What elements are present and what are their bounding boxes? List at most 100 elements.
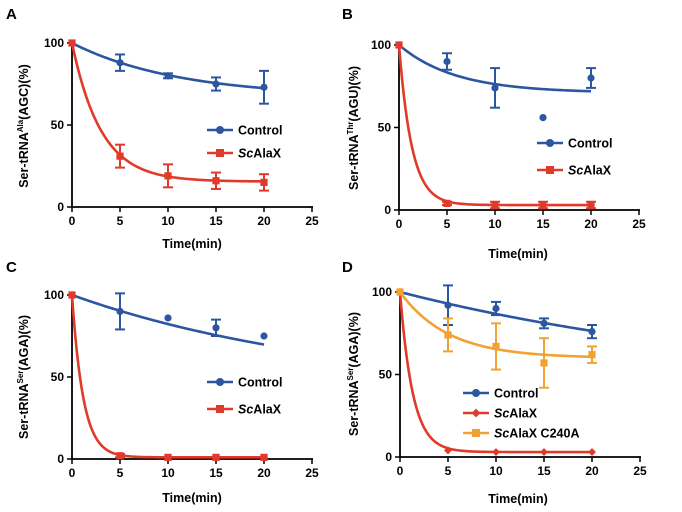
legend-marker [216, 126, 224, 134]
legend-entry-b: Control [537, 137, 612, 151]
data-point [491, 201, 499, 209]
data-point [395, 41, 403, 49]
y-tick-label-b: 0 [384, 203, 391, 217]
x-tick-label-b: 0 [396, 217, 403, 231]
x-axis-title-d: Time(min) [488, 492, 548, 506]
panel-d: D Ser-tRNASer(AGA)(%) Time(min) [342, 259, 548, 506]
series-b-scalax [395, 41, 596, 210]
x-tick-label-d: 25 [633, 464, 647, 478]
panel-letter-c: C [6, 259, 17, 276]
x-tick-label-a: 20 [257, 214, 271, 228]
x-tick-label-a: 0 [69, 214, 76, 228]
data-point [588, 448, 596, 457]
data-point [588, 328, 596, 336]
x-tick-label-d: 0 [397, 464, 404, 478]
x-tick-label-c: 25 [305, 466, 319, 480]
y-axis-title-b: Ser-tRNAThr(AGU)(%) [346, 66, 361, 190]
panel-letter-b: B [342, 6, 353, 23]
panel-a: A Ser-tRNAAla(AGC)(%) Time(min) [6, 6, 222, 251]
y-tick-label-a: 0 [57, 200, 64, 214]
panel-b: B Ser-tRNAThr(AGU)(%) Time(min) [342, 6, 548, 261]
data-point [116, 59, 124, 67]
y-axis-title-a: Ser-tRNAAla(AGC)(%) [16, 64, 31, 188]
fit-curve [71, 41, 265, 90]
data-point [212, 453, 220, 461]
x-tick-label-d: 10 [489, 464, 503, 478]
data-point [396, 288, 404, 296]
x-tick-label-d: 15 [537, 464, 551, 478]
data-point [444, 301, 452, 309]
x-axis-title-c: Time(min) [162, 491, 222, 505]
series-d-control [396, 284, 597, 340]
legend-entry-a: ScAlaX [207, 147, 282, 161]
y-axis-title-d: Ser-tRNASer(AGA)(%) [346, 312, 361, 436]
data-point [68, 291, 76, 299]
x-tick-label-d: 5 [445, 464, 452, 478]
y-tick-label-c: 0 [57, 452, 64, 466]
data-point [164, 453, 172, 461]
x-axis-title-b: Time(min) [488, 247, 548, 261]
legend-label: Control [238, 376, 282, 390]
data-point [260, 83, 268, 91]
legend-entry-a: Control [207, 124, 282, 138]
legend-entry-d: Control [463, 387, 538, 401]
x-tick-label-c: 15 [209, 466, 223, 480]
y-tick-label-c: 50 [51, 370, 65, 384]
x-tick-label-d: 20 [585, 464, 599, 478]
legend-label: ScAlaX [568, 164, 612, 178]
legend-marker [472, 429, 480, 437]
x-axis-title-a: Time(min) [162, 237, 222, 251]
data-point [212, 324, 220, 332]
x-tick-label-c: 0 [69, 466, 76, 480]
data-point [540, 448, 548, 457]
series-c-scalax [68, 291, 268, 461]
data-point [164, 314, 172, 322]
data-point [587, 74, 595, 82]
legend-marker [216, 149, 224, 157]
x-tick-label-b: 10 [488, 217, 502, 231]
legend-marker [471, 408, 481, 418]
y-tick-label-d: 50 [379, 368, 393, 382]
data-point [260, 178, 268, 186]
legend-marker [472, 389, 480, 397]
y-tick-label-a: 50 [51, 118, 65, 132]
panel-letter-d: D [342, 259, 353, 276]
series-a-scalax [68, 39, 269, 192]
legend-entry-c: Control [207, 376, 282, 390]
legend-marker [546, 166, 554, 174]
series-c-control [68, 291, 268, 346]
panel-c: C Ser-tRNASer(AGA)(%) Time(min) [6, 259, 222, 505]
legend-marker [546, 139, 554, 147]
legend-marker [216, 378, 224, 386]
x-tick-label-b: 20 [584, 217, 598, 231]
data-point [260, 453, 268, 461]
data-point [164, 72, 172, 80]
legend-label: ScAlaX C240A [494, 427, 579, 441]
legend-label: ScAlaX [238, 403, 282, 417]
x-tick-label-c: 10 [161, 466, 175, 480]
x-tick-label-b: 25 [632, 217, 646, 231]
y-tick-label-d: 100 [372, 285, 392, 299]
legend-label: Control [494, 387, 538, 401]
legend-label: Control [238, 124, 282, 138]
data-point [491, 84, 499, 92]
y-tick-label-d: 0 [385, 450, 392, 464]
data-point [164, 172, 172, 180]
data-point [444, 446, 452, 455]
legend-label: ScAlaX [238, 147, 282, 161]
plot-d: 0 5 10 15 20 25 0 50 100 Control ScAlaX ScAlaX C240… [372, 284, 647, 478]
x-tick-label-a: 25 [305, 214, 319, 228]
data-point [260, 332, 268, 340]
x-tick-label-a: 10 [161, 214, 175, 228]
legend-label: ScAlaX [494, 407, 538, 421]
data-point [540, 319, 548, 327]
legend-entry-d: ScAlaX [463, 407, 538, 421]
data-point [116, 152, 124, 160]
plot-a: 0 5 10 15 20 25 0 50 100 Control ScAlaX [44, 36, 319, 228]
data-point [540, 359, 548, 367]
data-point [68, 39, 76, 47]
legend-marker [216, 405, 224, 413]
plot-b: 0 5 10 15 20 25 0 50 100 Control ScAlaX [371, 38, 646, 231]
data-point [212, 80, 220, 88]
